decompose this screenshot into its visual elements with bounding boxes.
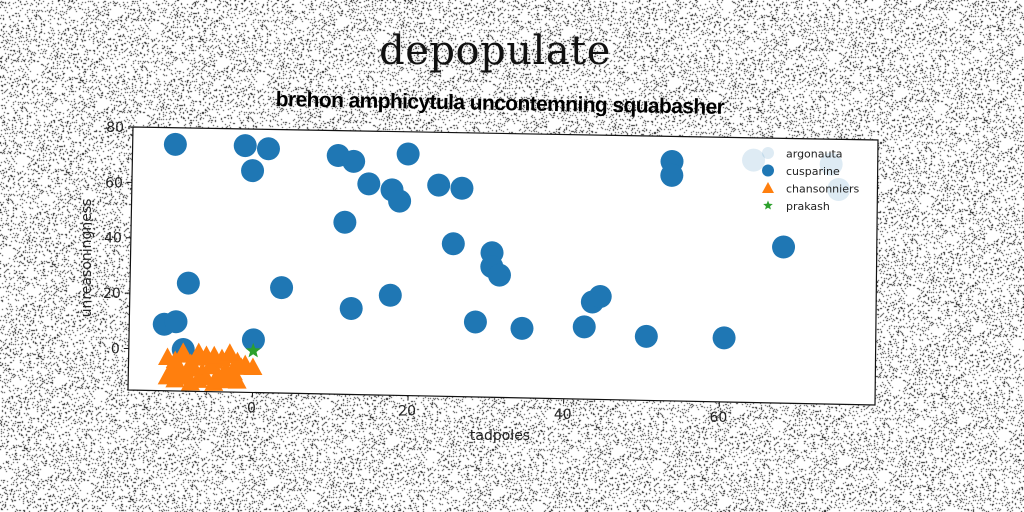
argonauta-point <box>819 152 843 176</box>
chansonniers-point <box>220 343 240 361</box>
cusparine-point <box>572 315 596 339</box>
cusparine-point <box>450 176 474 200</box>
legend-label-argonauta: argonauta <box>786 148 843 161</box>
cusparine-point <box>378 283 402 307</box>
y-tick-label: 0 <box>111 341 120 357</box>
cusparine-point <box>772 235 796 259</box>
legend-marker-chansonniers <box>762 182 774 193</box>
cusparine-point <box>164 310 188 334</box>
chansonniers-point <box>227 371 247 389</box>
chansonniers-point <box>173 342 193 360</box>
x-axis-label: tadpoles <box>470 428 530 444</box>
x-tick-label: 40 <box>554 407 572 423</box>
cusparine-point <box>441 232 465 256</box>
legend-marker-cusparine <box>762 164 774 177</box>
y-tick-label: 40 <box>104 231 122 247</box>
series-argonauta <box>742 148 851 202</box>
argonauta-point <box>827 178 851 202</box>
plot-axes: tadpoles unreasoningness 0 20 40 60 0 20 40 60 8… <box>79 120 727 444</box>
figure-suptitle: depopulate <box>379 28 611 74</box>
cusparine-point <box>634 324 658 348</box>
chansonniers-point <box>231 357 251 375</box>
x-tick-label: 0 <box>247 401 256 417</box>
cusparine-point <box>270 276 294 300</box>
cusparine-point <box>241 159 265 183</box>
cusparine-point <box>233 134 257 158</box>
chansonniers-point <box>189 342 209 361</box>
cusparine-point <box>427 173 451 197</box>
cusparine-point <box>487 263 511 287</box>
prakash-point <box>245 342 261 358</box>
y-tick-label: 60 <box>105 175 123 191</box>
plot-series <box>152 132 851 391</box>
cusparine-point <box>256 137 280 161</box>
cusparine-point <box>357 172 381 196</box>
legend-marker-argonauta <box>762 147 774 159</box>
cusparine-point <box>510 316 534 340</box>
legend-marker-prakash <box>763 200 773 210</box>
argonauta-point <box>742 148 766 172</box>
y-tick-label: 20 <box>103 286 121 302</box>
cusparine-point <box>333 210 357 234</box>
legend-label-chansonniers: chansonniers <box>786 183 859 196</box>
cusparine-point <box>176 271 200 295</box>
cusparine-point <box>463 310 487 334</box>
y-tick-label: 80 <box>106 120 124 136</box>
cusparine-point <box>163 132 187 156</box>
cusparine-point <box>388 189 412 213</box>
legend: argonauta cusparine chansonniers prakash <box>762 147 859 213</box>
cusparine-point <box>241 328 265 352</box>
cusparine-point <box>396 142 420 166</box>
legend-label-cusparine: cusparine <box>786 165 840 178</box>
cusparine-point <box>342 149 366 173</box>
cusparine-point <box>660 163 684 187</box>
x-tick-label: 20 <box>398 404 416 420</box>
cusparine-point <box>712 326 736 350</box>
series-cusparine <box>152 132 796 362</box>
cusparine-point <box>339 296 363 320</box>
x-tick-label: 60 <box>709 410 727 426</box>
cusparine-point <box>588 285 612 309</box>
legend-label-prakash: prakash <box>786 200 830 213</box>
y-axis-label: unreasoningness <box>79 199 95 318</box>
chansonniers-point <box>204 345 224 364</box>
series-prakash <box>245 342 261 358</box>
series-chansonniers <box>157 342 263 391</box>
